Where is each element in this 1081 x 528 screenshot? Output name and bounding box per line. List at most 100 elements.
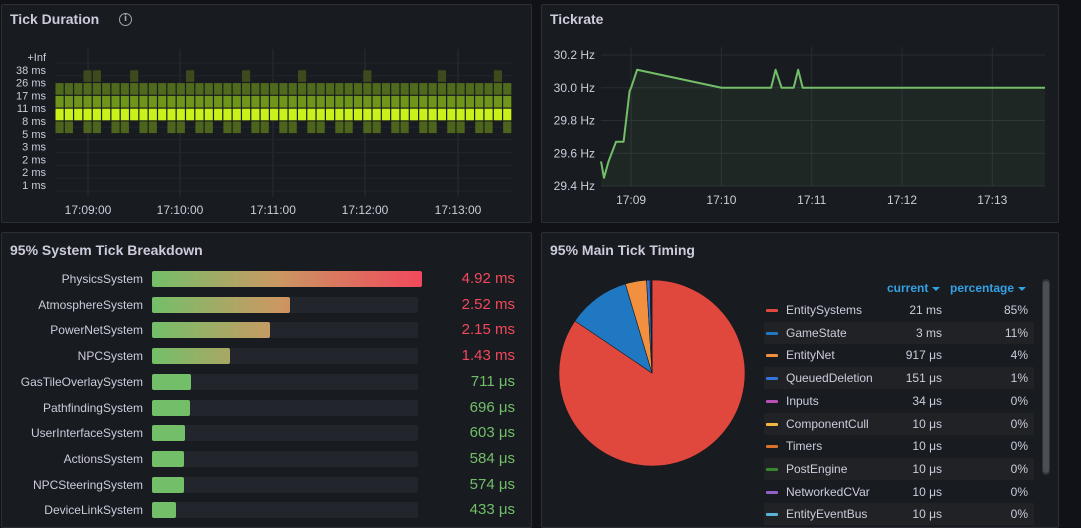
heatmap-cell — [409, 95, 419, 108]
legend-row[interactable]: Inputs 34 μs 0% — [764, 390, 1034, 412]
legend-row[interactable]: NetworkedCVar 10 μs 0% — [764, 481, 1034, 503]
bar-track — [152, 322, 418, 339]
legend-row[interactable]: Timers 10 μs 0% — [764, 435, 1034, 457]
heatmap-cell — [493, 95, 502, 108]
heatmap-cell — [92, 70, 101, 82]
legend-row[interactable]: PostEngine 10 μs 0% — [764, 457, 1034, 480]
heatmap-cell — [92, 83, 101, 95]
heatmap-cell — [297, 95, 307, 108]
heatmap-cell — [391, 95, 400, 108]
legend-label: ComponentCull — [786, 416, 869, 431]
heatmap-cell — [475, 108, 484, 121]
heatmap-cell — [381, 95, 391, 108]
legend-percentage: 0% — [1010, 416, 1028, 431]
info-icon[interactable]: i — [119, 13, 132, 26]
heatmap-cell — [363, 83, 372, 95]
bar-gauge-row: AtmosphereSystem 2.52 ms — [2, 294, 531, 320]
y-bucket-label: 2 ms — [22, 167, 46, 179]
heatmap-cell — [456, 121, 465, 134]
y-tick-label: 29.8 Hz — [554, 114, 595, 128]
legend-row[interactable]: QueuedDeletion 151 μs 1% — [764, 367, 1034, 390]
heatmap-cell — [428, 83, 437, 95]
heatmap-cell — [176, 108, 185, 121]
heatmap-cell — [242, 95, 251, 108]
heatmap-cell — [120, 95, 129, 108]
heatmap-cell — [204, 108, 213, 121]
heatmap-cell — [214, 83, 223, 95]
heatmap-cell — [186, 108, 195, 121]
heatmap-cell — [55, 95, 64, 108]
legend-current: 10 μs — [912, 439, 942, 454]
heatmap-cell — [139, 95, 148, 108]
system-value: 603 μs — [469, 424, 515, 442]
heatmap-cell — [195, 108, 204, 121]
main-tick-panel[interactable]: 95% Main Tick Timing current percentage … — [541, 232, 1059, 528]
pie-slice[interactable] — [558, 279, 746, 467]
legend-current: 10 μs — [912, 507, 942, 522]
heatmap-cell — [74, 83, 83, 95]
legend-row[interactable]: ComponentCull 10 μs 0% — [764, 412, 1034, 435]
legend-percentage: 0% — [1010, 461, 1028, 476]
heatmap-cell — [475, 83, 484, 95]
heatmap-cell — [111, 83, 120, 95]
y-bucket-label: 5 ms — [22, 129, 46, 141]
heatmap-cell — [484, 95, 493, 108]
legend-header-percentage[interactable]: percentage — [950, 281, 1027, 295]
legend-row[interactable]: EntitySystems 21 ms 85% — [764, 299, 1034, 321]
system-value: 2.15 ms — [461, 321, 515, 339]
y-tick-label: 29.4 Hz — [554, 179, 595, 193]
heatmap-cell — [288, 83, 297, 95]
heatmap-cell — [64, 83, 73, 95]
legend-label: Inputs — [786, 393, 819, 408]
legend-row[interactable]: GameState 3 ms 11% — [764, 321, 1034, 344]
legend-row[interactable]: EntityEventBus 10 μs 0% — [764, 503, 1034, 526]
bar-fill — [152, 373, 192, 390]
heatmap-cell — [242, 70, 251, 82]
bar-track — [152, 373, 418, 390]
system-breakdown-panel[interactable]: 95% System Tick Breakdown PhysicsSystem 4… — [1, 232, 532, 528]
legend-swatch — [766, 354, 778, 358]
legend-row[interactable]: EntityNet 917 μs 4% — [764, 344, 1034, 366]
legend-label: QueuedDeletion — [786, 371, 873, 386]
legend-current: 21 ms — [909, 303, 942, 317]
heatmap-cell — [139, 108, 148, 121]
legend-swatch — [766, 399, 778, 403]
heatmap-cell — [363, 121, 372, 134]
bar-gauge-row: NPCSteeringSystem 574 μs — [2, 474, 531, 500]
scrollbar-thumb[interactable] — [1043, 281, 1049, 473]
heatmap-cell — [503, 108, 512, 121]
y-bucket-label: 26 ms — [16, 78, 46, 90]
heatmap-cell — [372, 108, 381, 121]
heatmap-cell — [74, 95, 83, 108]
heatmap-cell — [111, 121, 120, 134]
x-tick-label: 17:11:00 — [250, 203, 296, 217]
bar-track — [152, 450, 418, 467]
tickrate-panel[interactable]: Tickrate 30.2 Hz 30.0 Hz 29.8 Hz 29.6 Hz 29.… — [541, 4, 1059, 223]
heatmap-cell — [279, 83, 288, 95]
bar-fill — [152, 348, 231, 365]
heatmap-cell — [204, 83, 213, 95]
bar-track — [152, 502, 418, 519]
heatmap-cell — [167, 95, 176, 108]
bar-track — [152, 476, 418, 493]
heatmap-cell — [232, 83, 241, 95]
legend-label: NetworkedCVar — [786, 484, 870, 499]
heatmap-cell — [186, 83, 195, 95]
legend-header-current[interactable]: current — [887, 281, 941, 295]
heatmap-cell — [493, 108, 502, 121]
tick-duration-panel[interactable]: Tick Duration i +Inf 38 ms 26 ms 17 ms 11 ms… — [1, 4, 532, 223]
heatmap-cell — [186, 95, 195, 108]
heatmap-cell — [223, 108, 232, 121]
system-value: 711 μs — [470, 372, 515, 390]
heatmap-cell — [316, 83, 325, 95]
heatmap-cell — [195, 121, 204, 134]
legend-label: Timers — [786, 439, 823, 454]
bar-gauge-row: PathfindingSystem 696 μs — [2, 397, 531, 423]
system-label: UserInterfaceSystem — [30, 426, 143, 441]
panel-title: Tickrate — [550, 11, 604, 27]
heatmap-cell — [428, 95, 437, 108]
heatmap-cell — [232, 108, 241, 121]
legend-label: EntityEventBus — [786, 507, 868, 522]
legend-current: 10 μs — [912, 484, 942, 499]
legend-scrollbar[interactable] — [1042, 279, 1050, 475]
